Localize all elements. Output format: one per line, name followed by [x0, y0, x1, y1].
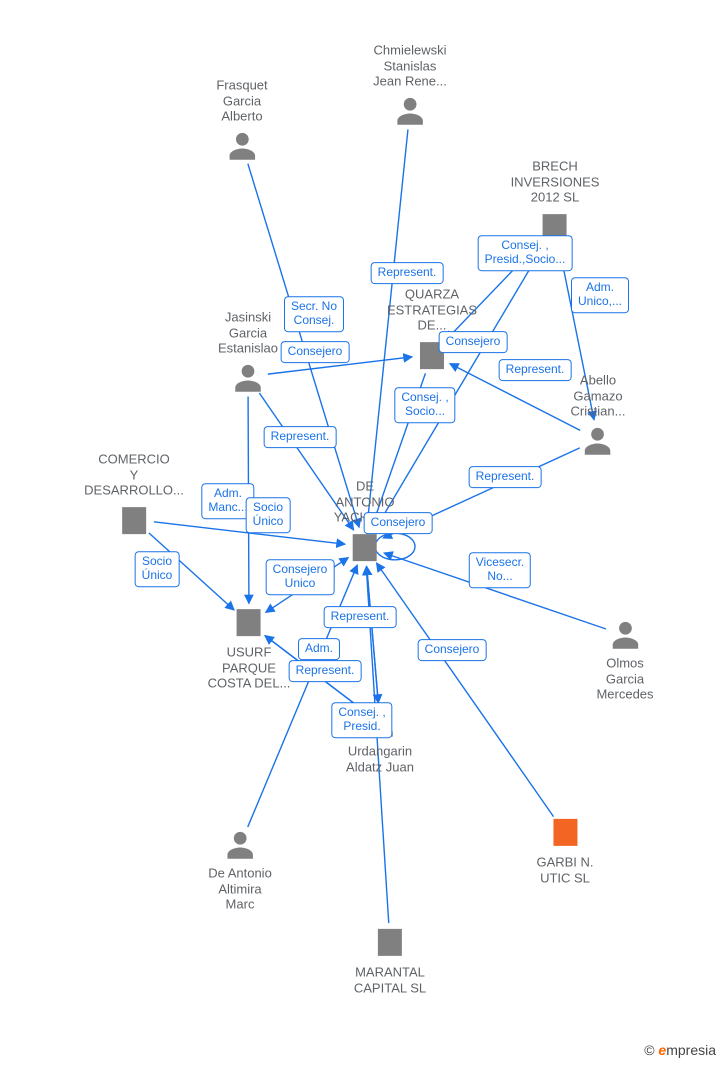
node-label: QUARZAESTRATEGIASDE...: [387, 287, 477, 334]
edge-label: Consejero: [281, 341, 350, 363]
edge-label: Adm.: [298, 638, 340, 660]
node-label: JasinskiGarciaEstanislao: [218, 310, 278, 357]
edge-label: SocioÚnico: [135, 551, 180, 587]
node-abello[interactable]: AbelloGamazoCristian...: [571, 373, 626, 458]
node-quarza[interactable]: QUARZAESTRATEGIASDE...: [387, 287, 477, 374]
node-marantal[interactable]: MARANTALCAPITAL SL: [354, 924, 426, 995]
edge-label: Secr. NoConsej.: [284, 296, 344, 332]
node-usurf[interactable]: USURFPARQUECOSTA DEL...: [208, 605, 291, 692]
network-diagram: FrasquetGarciaAlberto ChmielewskiStanisl…: [0, 0, 728, 1070]
edge-label: Vicesecr.No...: [469, 552, 531, 588]
node-label: MARANTALCAPITAL SL: [354, 964, 426, 995]
edge-label: Represent.: [371, 262, 444, 284]
node-label: USURFPARQUECOSTA DEL...: [208, 645, 291, 692]
node-olmos[interactable]: OlmosGarciaMercedes: [596, 618, 653, 703]
node-label: De AntonioAltimiraMarc: [208, 866, 272, 913]
edge-label: Consejero: [364, 512, 433, 534]
copyright-symbol: ©: [644, 1042, 654, 1058]
node-label: OlmosGarciaMercedes: [596, 656, 653, 703]
node-label: FrasquetGarciaAlberto: [216, 78, 267, 125]
edge-label: Consejero: [439, 331, 508, 353]
edge-line: [376, 563, 553, 817]
edge-label: ConsejeroUnico: [266, 559, 335, 595]
node-comercio[interactable]: COMERCIOYDESARROLLO...: [84, 452, 184, 539]
node-jasinski[interactable]: JasinskiGarciaEstanislao: [218, 310, 278, 395]
brand-rest: mpresia: [666, 1042, 716, 1058]
edge-label: SocioÚnico: [246, 497, 291, 533]
footer-brand: © empresia: [644, 1042, 716, 1058]
edge-label: Represent.: [324, 606, 397, 628]
edge-line: [367, 566, 379, 703]
edge-label: Consej. ,Presid.,Socio...: [478, 235, 573, 271]
node-label: AbelloGamazoCristian...: [571, 373, 626, 420]
edge-label: Consejero: [418, 639, 487, 661]
edge-line: [367, 566, 379, 703]
node-brech[interactable]: BRECHINVERSIONES2012 SL: [511, 159, 600, 246]
node-label: ChmielewskiStanislasJean Rene...: [373, 43, 447, 90]
edge-label: Consej. ,Presid.: [331, 702, 392, 738]
edge-label: Represent.: [499, 359, 572, 381]
node-marc[interactable]: De AntonioAltimiraMarc: [208, 828, 272, 913]
edge-label: Represent.: [264, 426, 337, 448]
edge-label: Consej. ,Socio...: [394, 387, 455, 423]
node-chmielewski[interactable]: ChmielewskiStanislasJean Rene...: [373, 43, 447, 128]
node-garbi[interactable]: GARBI N.UTIC SL: [536, 814, 593, 885]
edge-label: Adm.Unico,...: [571, 277, 629, 313]
node-label: COMERCIOYDESARROLLO...: [84, 452, 184, 499]
edge-label: Represent.: [289, 660, 362, 682]
node-frasquet[interactable]: FrasquetGarciaAlberto: [216, 78, 267, 163]
edge-label: Represent.: [469, 466, 542, 488]
node-label: BRECHINVERSIONES2012 SL: [511, 159, 600, 206]
node-label: UrdangarinAldatz Juan: [346, 743, 414, 774]
node-label: GARBI N.UTIC SL: [536, 854, 593, 885]
